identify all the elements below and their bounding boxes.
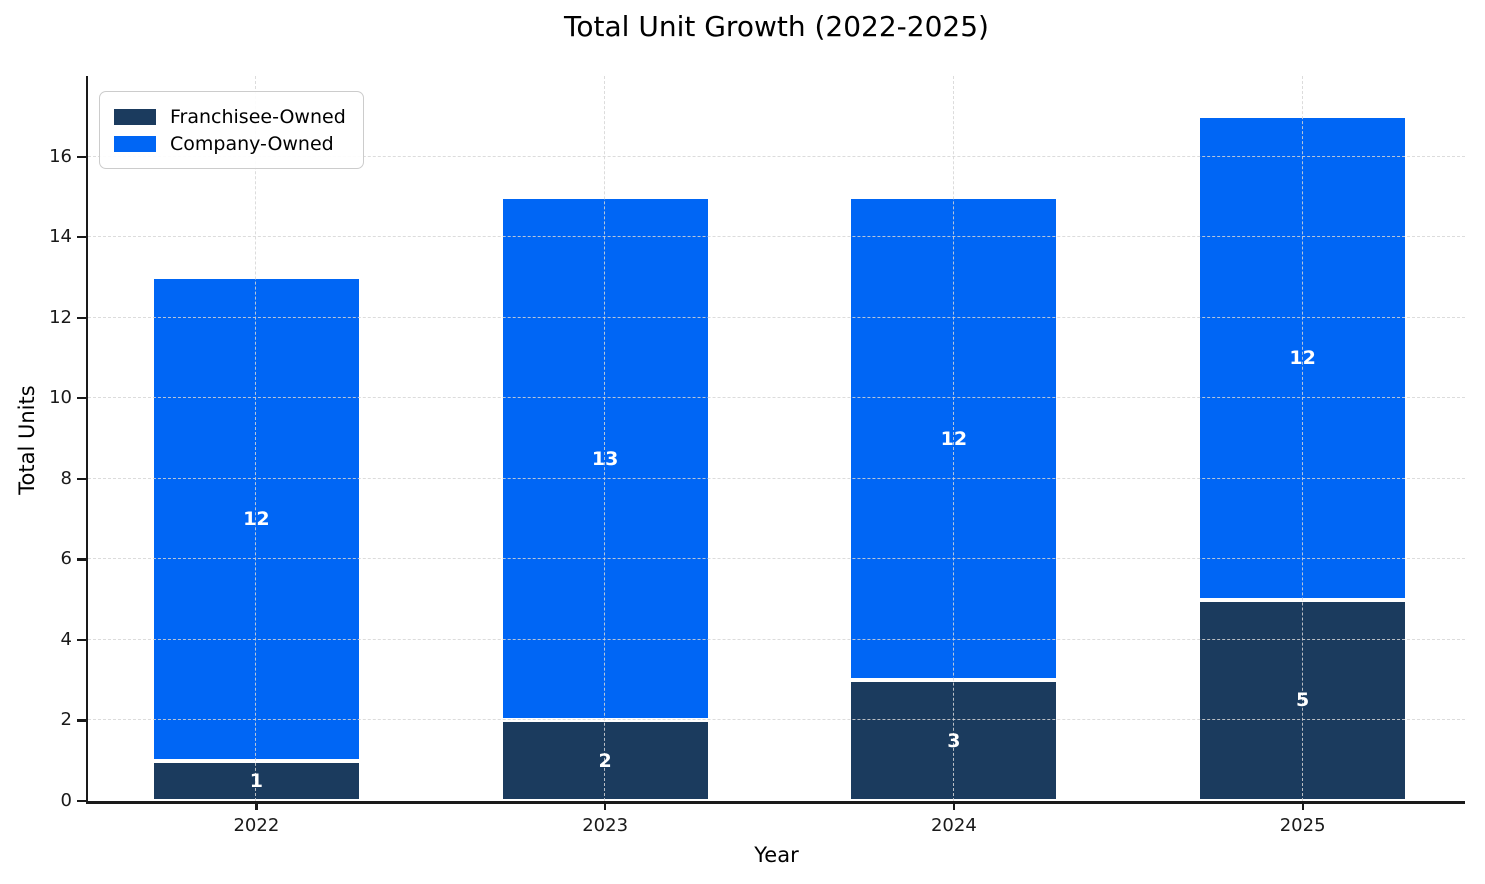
bar-segment-company-owned-2023 xyxy=(500,196,710,721)
y-tick-label: 6 xyxy=(60,548,72,570)
bar-segment-company-owned-2024 xyxy=(849,196,1059,681)
gridline-h xyxy=(88,558,1465,560)
gridline-v xyxy=(952,76,954,801)
bar-value-label: 2 xyxy=(598,749,612,772)
y-tick-mark xyxy=(77,316,88,319)
y-tick-mark xyxy=(77,719,88,722)
legend-item-company: Company-Owned xyxy=(114,130,346,157)
x-tick-mark xyxy=(604,801,607,810)
x-tick-label: 2023 xyxy=(582,815,629,836)
y-tick-label: 8 xyxy=(60,467,72,489)
gridline-v xyxy=(604,76,606,801)
gridline-h xyxy=(88,719,1465,721)
y-tick-label: 0 xyxy=(60,790,72,811)
bar-segment-franchisee-owned-2022 xyxy=(151,760,361,801)
y-axis-spine xyxy=(85,76,88,804)
y-tick-label: 4 xyxy=(60,628,72,650)
y-tick-label: 12 xyxy=(49,306,72,328)
x-tick-label: 2024 xyxy=(930,815,977,836)
y-tick-mark xyxy=(77,236,88,239)
y-axis-label: Total Units xyxy=(15,385,39,495)
legend-item-franchisee: Franchisee-Owned xyxy=(114,103,346,130)
legend-label-franchisee: Franchisee-Owned xyxy=(170,105,346,128)
legend: Franchisee-Owned Company-Owned xyxy=(99,91,364,169)
bar-segment-franchisee-owned-2023 xyxy=(500,720,710,801)
x-axis-label: Year xyxy=(754,843,799,867)
bar-value-label: 12 xyxy=(940,427,968,450)
bar-value-label: 1 xyxy=(249,769,263,792)
bar-segment-company-owned-2022 xyxy=(151,277,361,761)
gridline-h xyxy=(88,397,1465,399)
legend-swatch-company xyxy=(114,135,156,152)
gridline-h xyxy=(88,316,1465,318)
x-tick-mark xyxy=(952,801,956,810)
gridline-h xyxy=(88,638,1465,640)
y-tick-mark xyxy=(77,155,88,158)
y-tick-mark xyxy=(77,800,88,803)
bar-segment-franchisee-owned-2025 xyxy=(1198,599,1408,801)
bar-value-label: 5 xyxy=(1296,689,1310,712)
legend-label-company: Company-Owned xyxy=(170,132,334,155)
gridline-h xyxy=(88,477,1465,479)
x-tick-mark xyxy=(255,801,258,810)
gridline-v xyxy=(255,76,257,801)
bar-segment-company-owned-2025 xyxy=(1198,116,1408,600)
legend-swatch-franchisee xyxy=(114,108,156,125)
gridline-v xyxy=(1301,76,1303,801)
gridline-h xyxy=(88,236,1465,238)
y-tick-mark xyxy=(77,477,88,480)
y-tick-label: 14 xyxy=(49,226,72,248)
y-tick-label: 16 xyxy=(49,145,72,167)
bar-value-label: 12 xyxy=(243,508,270,531)
bar-value-label: 13 xyxy=(591,447,619,470)
bar-value-label: 3 xyxy=(947,729,961,752)
x-tick-label: 2025 xyxy=(1279,815,1326,836)
bar-value-label: 12 xyxy=(1289,346,1316,369)
gridline-h xyxy=(88,155,1465,157)
x-axis-spine xyxy=(85,801,1465,804)
y-tick-mark xyxy=(77,638,88,642)
y-tick-mark xyxy=(77,558,88,561)
chart-title: Total Unit Growth (2022-2025) xyxy=(564,10,989,43)
x-tick-mark xyxy=(1301,801,1304,810)
x-tick-label: 2022 xyxy=(233,815,280,836)
y-tick-label: 2 xyxy=(60,709,72,731)
y-tick-mark xyxy=(77,397,88,400)
bar-segment-franchisee-owned-2024 xyxy=(849,680,1059,801)
y-tick-label: 10 xyxy=(49,387,72,409)
